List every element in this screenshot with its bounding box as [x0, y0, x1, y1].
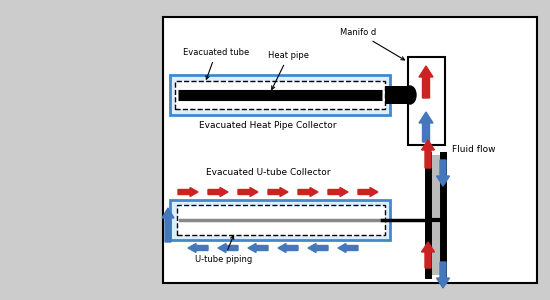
FancyArrow shape — [328, 188, 348, 196]
FancyArrow shape — [338, 244, 358, 253]
Bar — [385, 86, 410, 104]
FancyArrow shape — [419, 112, 433, 142]
Text: U-tube piping: U-tube piping — [195, 236, 252, 264]
Bar — [175, 81, 385, 109]
FancyArrow shape — [358, 188, 378, 196]
FancyArrow shape — [162, 208, 174, 242]
Ellipse shape — [404, 86, 416, 104]
FancyArrow shape — [188, 244, 208, 253]
FancyArrow shape — [437, 262, 449, 288]
FancyArrow shape — [208, 188, 228, 196]
FancyArrow shape — [268, 188, 288, 196]
FancyArrow shape — [238, 188, 258, 196]
FancyArrow shape — [218, 244, 238, 253]
Bar — [163, 17, 537, 283]
FancyArrow shape — [298, 188, 318, 196]
FancyArrow shape — [178, 188, 198, 196]
Text: Evacuated U-tube Collector: Evacuated U-tube Collector — [206, 168, 330, 177]
Text: Heat pipe: Heat pipe — [268, 51, 309, 89]
Bar — [431, 155, 440, 275]
Bar — [170, 75, 390, 115]
FancyArrow shape — [248, 244, 268, 253]
FancyArrow shape — [278, 244, 298, 253]
Bar — [408, 57, 445, 145]
FancyArrow shape — [421, 242, 434, 268]
Bar — [170, 200, 390, 240]
FancyArrow shape — [437, 160, 449, 186]
Text: Evacuated Heat Pipe Collector: Evacuated Heat Pipe Collector — [199, 121, 337, 130]
Text: Evacuated tube: Evacuated tube — [183, 48, 249, 79]
FancyArrow shape — [419, 66, 433, 98]
Bar — [177, 205, 385, 235]
FancyArrow shape — [308, 244, 328, 253]
Text: Fluid flow: Fluid flow — [452, 145, 496, 154]
Text: Manifo d: Manifo d — [340, 28, 405, 60]
FancyArrow shape — [421, 140, 434, 168]
